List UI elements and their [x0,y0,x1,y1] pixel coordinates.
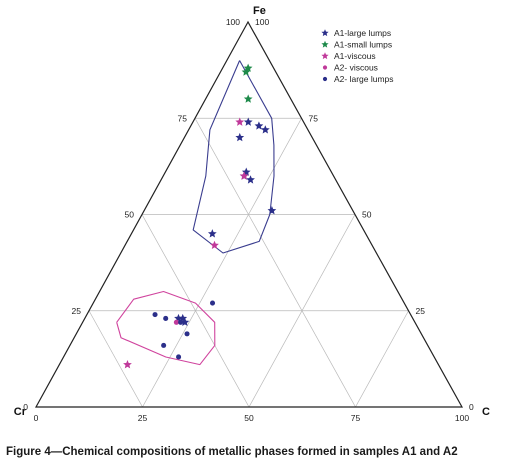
data-point-series-1 [254,121,264,130]
data-point-series-1 [180,317,190,327]
data-point-series-2 [243,94,253,103]
legend-label-1: A1-large lumps [334,28,391,38]
data-point-series-3 [123,360,132,369]
data-point-series-1 [260,125,270,134]
tick-label-right: 50 [362,210,372,220]
tick-label-bottom: 0 [34,413,39,423]
grid-line-cr [194,118,356,408]
data-point-series-1 [207,229,217,238]
data-point-series-5 [163,315,169,321]
tick-label-left: 0 [23,402,28,412]
data-point-series-3 [235,117,245,126]
tick-label-right: 25 [416,306,426,316]
data-point-series-5 [152,312,158,318]
legend-marker-2 [321,40,329,48]
corner-label-fe: Fe [253,5,266,17]
tick-label-bottom: 100 [455,413,469,423]
tick-label-right: 100 [255,17,269,27]
tick-label-right: 0 [469,402,474,412]
data-point-series-1 [246,175,255,184]
tick-label-left: 100 [226,17,240,27]
region-outline-2 [116,290,216,366]
tick-label-left: 25 [72,306,82,316]
triangle-frame [34,20,464,408]
data-point-series-4 [173,319,179,325]
legend-label-3: A1-viscous [334,51,376,61]
data-point-series-5 [184,331,190,337]
corner-label-cr: Cr [14,406,27,418]
data-point-series-2 [241,67,251,76]
tick-label-bottom: 25 [138,413,148,423]
tick-label-bottom: 75 [351,413,361,423]
legend-marker-1 [321,29,329,37]
tick-label-right: 75 [309,113,319,123]
tick-label-left: 50 [125,210,135,220]
legend-label-4: A2- viscous [334,63,378,73]
data-point-series-3 [210,240,219,250]
legend-marker-5 [322,76,328,82]
figure-caption: Figure 4—Chemical compositions of metall… [6,446,458,458]
grid-line-cr [88,310,143,408]
corner-label-c: C [482,406,490,418]
data-point-series-5 [209,300,216,306]
legend-marker-3 [321,52,329,60]
legend-marker-4 [322,65,328,70]
tick-label-left: 75 [178,113,188,123]
data-point-series-5 [176,354,182,360]
grid-line-c [248,214,356,408]
data-point-series-5 [161,342,167,348]
data-point-series-1 [243,117,253,126]
legend-label-2: A1-small lumps [334,40,392,50]
data-point-series-5 [178,319,184,325]
region-outline-1 [192,60,275,254]
tick-label-bottom: 50 [244,413,254,423]
grid-line-c [355,310,409,408]
legend-label-5: A2- large lumps [334,74,394,84]
data-point-series-1 [235,132,245,142]
grid-line-c [142,118,302,408]
data-point-series-3 [239,171,249,180]
grid-line-cr [141,214,250,408]
data-point-series-1 [267,206,277,215]
